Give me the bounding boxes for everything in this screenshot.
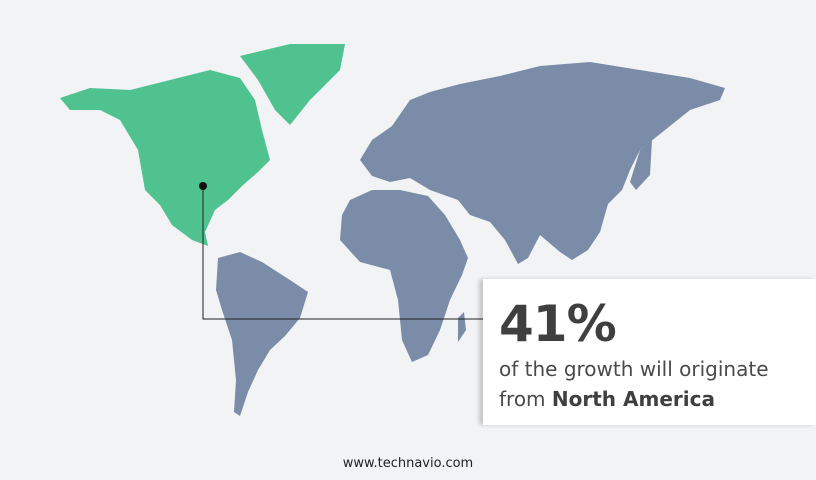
madagascar xyxy=(458,312,466,342)
callout-region: North America xyxy=(551,387,715,411)
north-america xyxy=(60,70,270,246)
leader-line xyxy=(202,186,483,320)
growth-percentage: 41% xyxy=(499,295,617,353)
stat-callout: 41% of the growth will originate from No… xyxy=(483,279,816,425)
africa xyxy=(340,190,468,362)
north-america-region xyxy=(60,44,345,246)
callout-prefix: from xyxy=(499,387,552,411)
callout-text: of the growth will originate xyxy=(499,357,769,381)
japan xyxy=(630,140,652,190)
greenland xyxy=(240,44,345,125)
europe-asia xyxy=(360,62,725,264)
south-america xyxy=(216,252,308,416)
footer-url: www.technavio.com xyxy=(342,456,474,471)
location-dot xyxy=(199,182,207,190)
callout-region-line: from North America xyxy=(499,387,715,411)
